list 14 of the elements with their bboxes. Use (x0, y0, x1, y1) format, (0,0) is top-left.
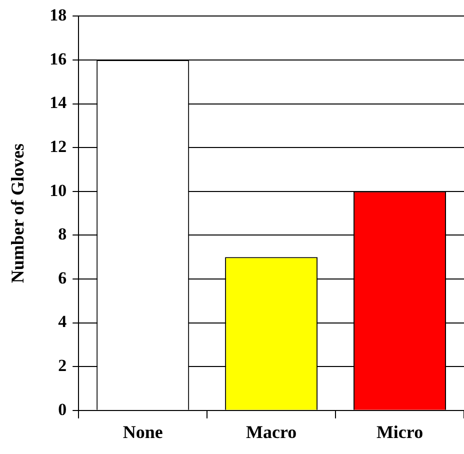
y-tick-label: 4 (58, 312, 68, 332)
y-tick-label: 14 (50, 93, 68, 112)
y-tick-label: 0 (58, 400, 67, 419)
x-tick-label: Macro (246, 422, 297, 442)
x-tick-label: None (122, 422, 163, 442)
y-tick-label: 8 (58, 224, 67, 244)
y-axis-title: Number of Gloves (7, 143, 28, 284)
y-tick-label: 12 (50, 136, 67, 156)
y-tick-label: 18 (50, 6, 67, 25)
y-tick-label: 2 (58, 356, 67, 375)
x-tick-label: Micro (376, 422, 424, 442)
y-tick-label: 6 (58, 268, 67, 288)
y-tick-label: 16 (50, 49, 67, 68)
y-tick-label: 10 (50, 180, 67, 200)
